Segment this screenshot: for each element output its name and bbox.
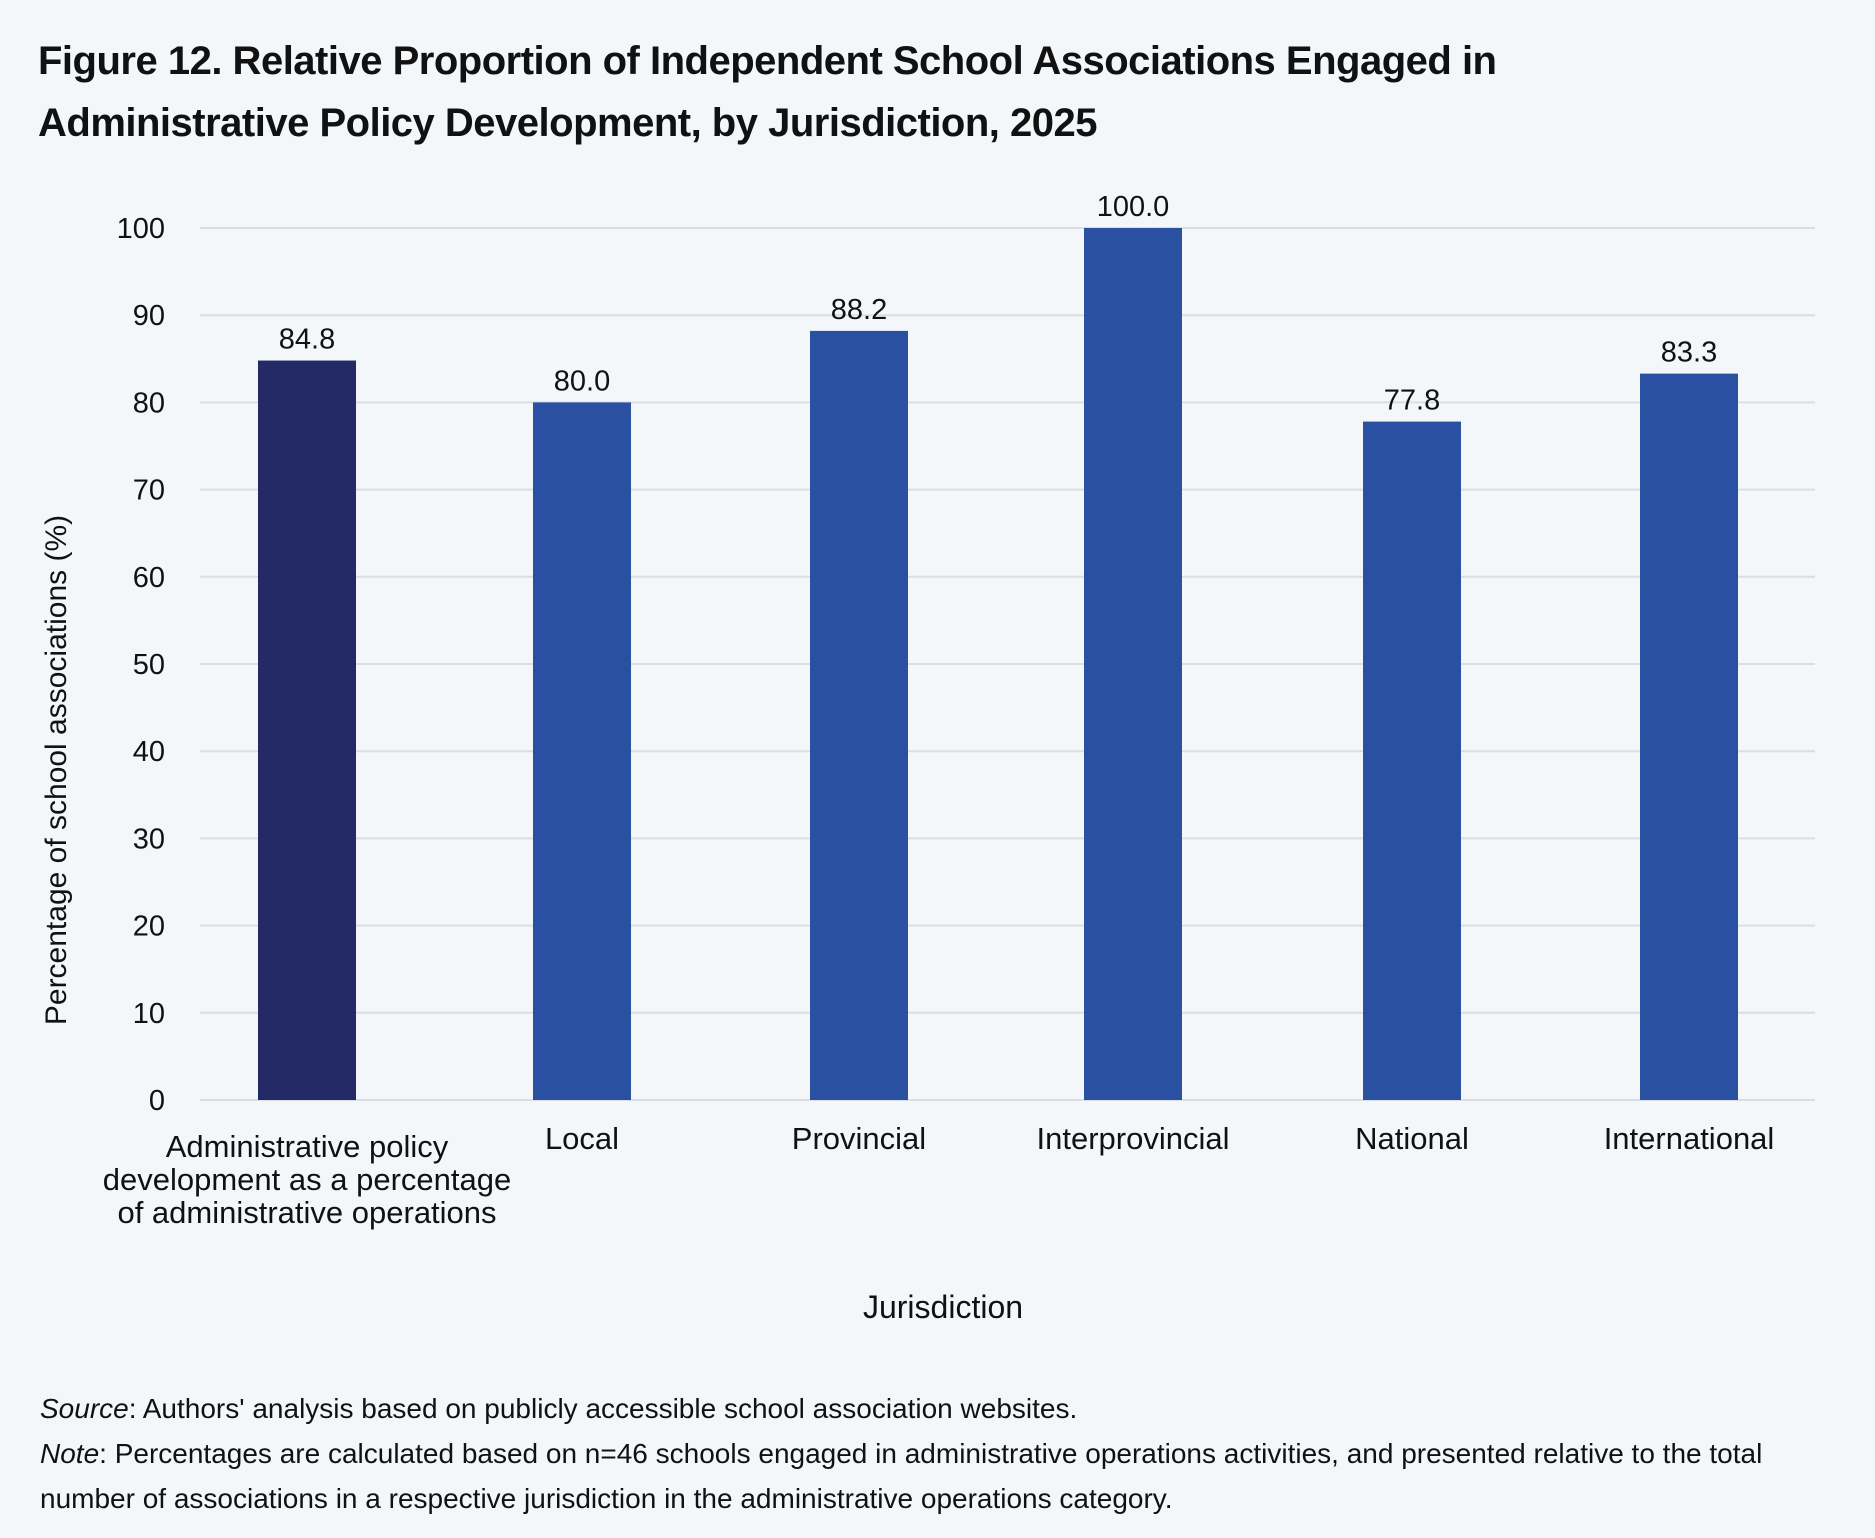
- value-labels: 84.8 80.0 88.2 100.0 77.8 83.3: [279, 191, 1717, 417]
- bar: [1084, 228, 1182, 1100]
- x-tick-label: Local: [545, 1121, 619, 1156]
- note-label: Note: [40, 1438, 100, 1469]
- note-line: Note: Percentages are calculated based o…: [40, 1431, 1840, 1521]
- x-tick-label: National: [1355, 1121, 1469, 1156]
- value-label: 88.2: [831, 294, 887, 326]
- y-tick-label: 100: [117, 213, 165, 245]
- value-label: 84.8: [279, 324, 335, 356]
- y-tick-label: 20: [133, 911, 165, 943]
- value-label: 80.0: [554, 365, 610, 397]
- y-axis-ticks: 0 10 20 30 40 50 60 70 80 90 100: [117, 213, 165, 1117]
- y-axis-label: Percentage of school associations (%): [40, 515, 73, 1025]
- x-tick-label: development as a percentage: [103, 1162, 511, 1197]
- source-label: Source: [40, 1393, 129, 1424]
- chart-title-line-1: Figure 12. Relative Proportion of Indepe…: [38, 39, 1497, 83]
- x-tick-label: Provincial: [792, 1121, 926, 1156]
- x-tick-label: International: [1604, 1121, 1775, 1156]
- bar-chart: 0 10 20 30 40 50 60 70 80 90 100 84.8 80.0 88.2 100.0…: [40, 191, 1815, 1325]
- value-label: 83.3: [1661, 337, 1717, 369]
- x-tick-label: Administrative policy: [166, 1129, 449, 1164]
- y-tick-label: 60: [133, 562, 165, 594]
- value-label: 77.8: [1384, 385, 1440, 417]
- gridlines: [200, 227, 1815, 1101]
- source-text: : Authors' analysis based on publicly ac…: [128, 1393, 1078, 1424]
- chart-title-line-2: Administrative Policy Development, by Ju…: [38, 101, 1098, 145]
- chart-title: Figure 12. Relative Proportion of Indepe…: [38, 30, 1818, 154]
- figure-footer: Source: Authors' analysis based on publi…: [40, 1386, 1840, 1521]
- source-line: Source: Authors' analysis based on publi…: [40, 1386, 1840, 1431]
- bar: [533, 402, 631, 1100]
- y-tick-label: 30: [133, 823, 165, 855]
- x-tick-label: of administrative operations: [117, 1195, 496, 1230]
- value-label: 100.0: [1097, 191, 1170, 223]
- bar: [1363, 421, 1461, 1101]
- y-tick-label: 0: [149, 1085, 165, 1117]
- note-text: : Percentages are calculated based on n=…: [40, 1438, 1763, 1514]
- bar: [810, 330, 908, 1100]
- bar: [258, 360, 356, 1100]
- x-axis-label: Jurisdiction: [863, 1289, 1023, 1325]
- y-tick-label: 70: [133, 475, 165, 507]
- x-tick-label: Interprovincial: [1037, 1121, 1230, 1156]
- y-tick-label: 40: [133, 736, 165, 768]
- y-tick-label: 10: [133, 998, 165, 1030]
- bars: [258, 228, 1738, 1101]
- y-tick-label: 50: [133, 649, 165, 681]
- y-tick-label: 90: [133, 300, 165, 332]
- bar: [1640, 373, 1738, 1100]
- y-tick-label: 80: [133, 387, 165, 419]
